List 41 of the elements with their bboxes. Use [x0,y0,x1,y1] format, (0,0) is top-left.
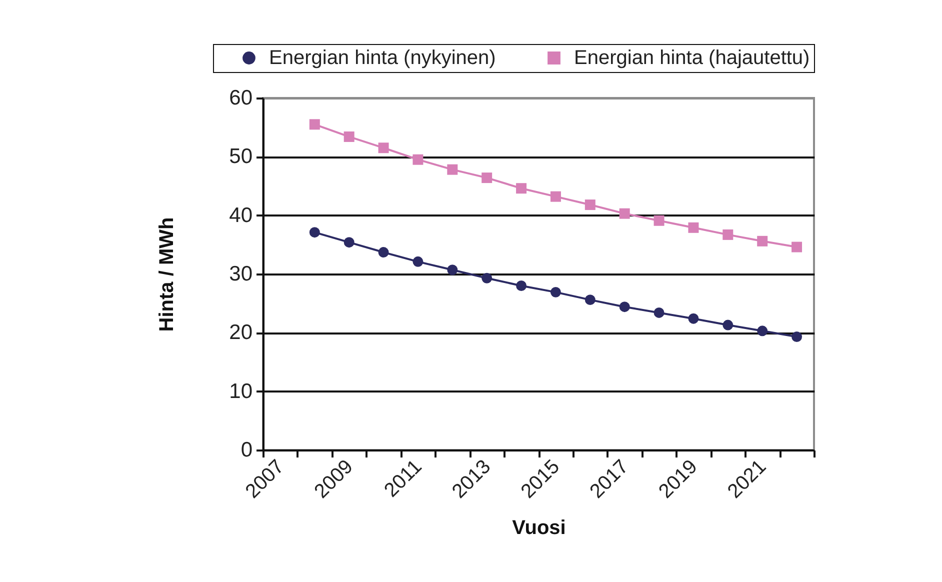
point [550,286,561,298]
point [722,229,734,240]
point [447,164,458,175]
point [550,191,561,202]
point [792,332,802,342]
point [309,119,320,130]
point [654,215,664,226]
point [344,237,354,248]
point [584,200,596,210]
point [619,208,630,219]
point [757,236,768,246]
y-tick-label: 30 [229,262,252,286]
y-tick-label: 20 [229,321,252,344]
y-tick-label: 40 [229,204,252,227]
point [516,280,527,291]
point [654,307,664,318]
y-axis-title: Hinta / MWh [156,217,178,332]
y-tick-label: 50 [229,145,252,168]
point [688,313,699,324]
point [378,247,389,258]
point [309,227,320,238]
legend-label: Energian hinta (nykyinen) [269,47,496,69]
y-tick-label: 10 [229,380,252,403]
legend-label: Energian hinta (hajautettu) [574,47,810,69]
point [516,183,527,194]
y-tick-label: 0 [240,438,252,462]
point [482,172,492,184]
point [378,142,389,154]
point [447,264,458,276]
point [792,242,802,252]
point [482,272,492,284]
point [757,326,768,336]
point [412,256,424,267]
x-axis-title: Vuosi [512,517,566,540]
point [619,302,630,312]
point [412,154,424,165]
point [344,131,354,142]
point [688,222,699,233]
point [722,320,734,330]
y-tick-label: 60 [229,86,252,110]
point [584,294,596,306]
